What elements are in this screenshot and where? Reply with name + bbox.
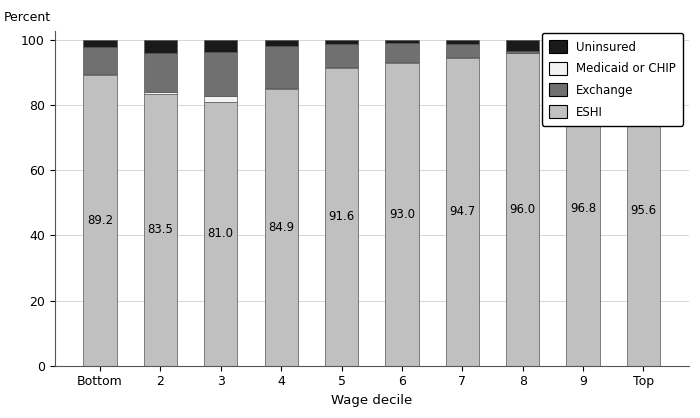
Bar [144, 54, 177, 92]
Bar [204, 96, 237, 102]
Bar [325, 44, 358, 66]
Bar [325, 66, 358, 68]
Bar [144, 40, 177, 54]
Bar [204, 52, 237, 96]
Bar [566, 48, 600, 50]
Text: 94.7: 94.7 [449, 205, 475, 218]
Bar [566, 51, 600, 366]
Text: 93.0: 93.0 [389, 208, 415, 221]
Bar [204, 102, 237, 366]
Text: 84.9: 84.9 [268, 221, 294, 234]
Text: 91.6: 91.6 [328, 210, 355, 223]
Bar [83, 74, 117, 75]
Bar [325, 40, 358, 44]
Bar [265, 40, 298, 46]
Bar [265, 46, 298, 89]
Bar [446, 40, 479, 44]
Text: 95.6: 95.6 [631, 204, 657, 217]
Bar [385, 43, 419, 62]
Bar [626, 46, 660, 54]
Text: 96.0: 96.0 [510, 203, 536, 216]
Text: Percent: Percent [4, 11, 51, 24]
X-axis label: Wage decile: Wage decile [331, 394, 412, 407]
Bar [144, 94, 177, 366]
Bar [566, 50, 600, 51]
Bar [265, 89, 298, 366]
Bar [83, 47, 117, 74]
Bar [83, 75, 117, 366]
Bar [626, 40, 660, 46]
Bar [385, 40, 419, 43]
Bar [446, 44, 479, 57]
Bar [506, 40, 539, 51]
Text: 89.2: 89.2 [87, 214, 113, 227]
Text: 83.5: 83.5 [148, 223, 174, 236]
Bar [506, 54, 539, 366]
Bar [144, 92, 177, 94]
Bar [626, 54, 660, 55]
Bar [325, 68, 358, 366]
Bar [446, 57, 479, 58]
Bar [506, 53, 539, 54]
Legend: Uninsured, Medicaid or CHIP, Exchange, ESHI: Uninsured, Medicaid or CHIP, Exchange, E… [542, 33, 683, 126]
Bar [385, 63, 419, 366]
Text: 96.8: 96.8 [570, 201, 596, 215]
Bar [626, 55, 660, 366]
Text: 81.0: 81.0 [208, 227, 234, 240]
Bar [204, 40, 237, 52]
Bar [446, 58, 479, 366]
Bar [506, 51, 539, 53]
Bar [83, 40, 117, 47]
Bar [566, 40, 600, 48]
Bar [385, 62, 419, 63]
